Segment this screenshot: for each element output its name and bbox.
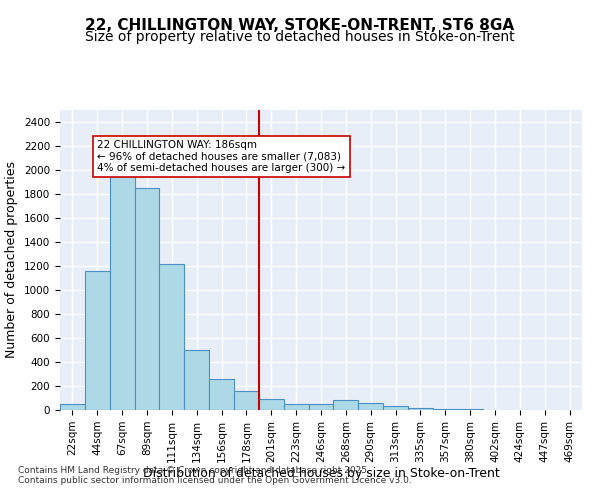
Bar	[209, 379, 234, 410]
Bar	[383, 406, 408, 410]
Bar	[85, 271, 110, 410]
Bar	[308, 404, 334, 410]
Text: Contains HM Land Registry data © Crown copyright and database right 2025.
Contai: Contains HM Land Registry data © Crown c…	[18, 466, 412, 485]
X-axis label: Distribution of detached houses by size in Stoke-on-Trent: Distribution of detached houses by size …	[143, 468, 499, 480]
Bar	[433, 409, 458, 410]
Bar	[110, 176, 134, 410]
Bar	[184, 350, 209, 410]
Y-axis label: Number of detached properties: Number of detached properties	[5, 162, 19, 358]
Bar	[134, 188, 160, 410]
Bar	[160, 264, 184, 410]
Bar	[334, 400, 358, 410]
Bar	[358, 403, 383, 410]
Bar	[284, 404, 308, 410]
Text: 22, CHILLINGTON WAY, STOKE-ON-TRENT, ST6 8GA: 22, CHILLINGTON WAY, STOKE-ON-TRENT, ST6…	[85, 18, 515, 32]
Bar	[259, 399, 284, 410]
Text: 22 CHILLINGTON WAY: 186sqm
← 96% of detached houses are smaller (7,083)
4% of se: 22 CHILLINGTON WAY: 186sqm ← 96% of deta…	[97, 140, 346, 173]
Bar	[60, 404, 85, 410]
Text: Size of property relative to detached houses in Stoke-on-Trent: Size of property relative to detached ho…	[85, 30, 515, 44]
Bar	[408, 408, 433, 410]
Bar	[234, 391, 259, 410]
